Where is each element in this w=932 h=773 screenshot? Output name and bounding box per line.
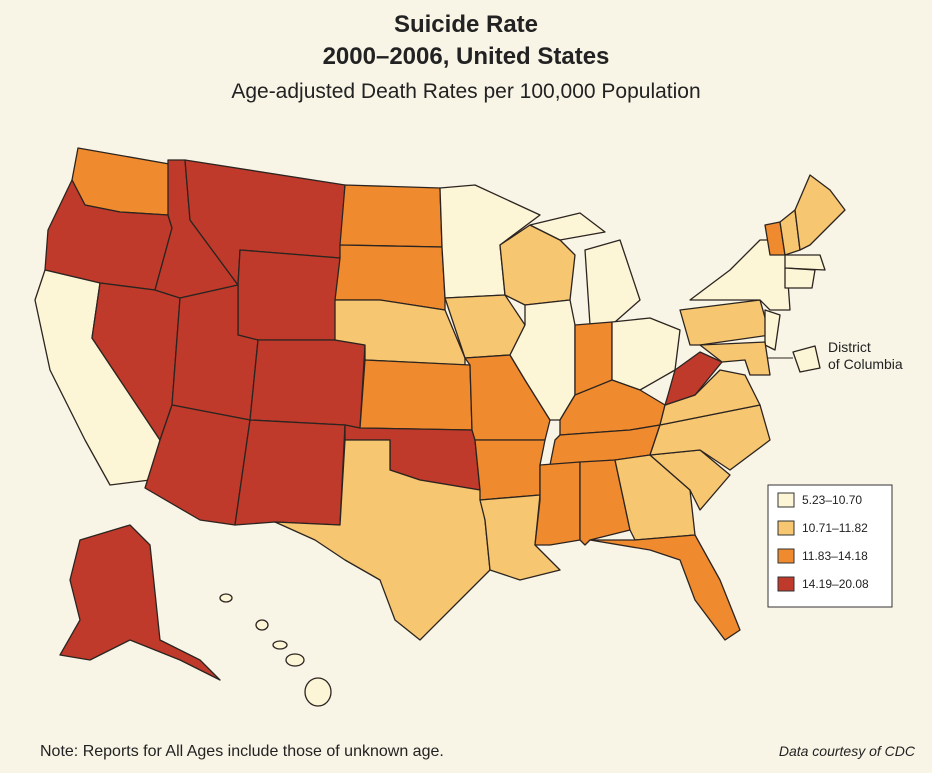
state [534, 461, 581, 546]
state [219, 593, 233, 603]
legend-swatch [777, 520, 795, 536]
state [474, 439, 546, 501]
state [304, 677, 332, 707]
legend-label: 14.19–20.08 [802, 577, 869, 591]
state [784, 267, 816, 289]
state [699, 341, 771, 376]
state [794, 174, 846, 251]
legend-swatch [777, 548, 795, 564]
state [584, 239, 641, 326]
legend: 5.23–10.70 10.71–11.82 11.83–14.18 14.19–20… [767, 484, 893, 608]
legend-swatch [777, 576, 795, 592]
state [234, 419, 346, 526]
state [792, 345, 821, 373]
title-line-2: 2000–2006, United States [323, 43, 610, 70]
state [509, 299, 576, 421]
title: Suicide Rate [394, 11, 538, 38]
legend-label: 11.83–14.18 [802, 549, 868, 563]
legend-swatch [777, 492, 795, 508]
state [664, 351, 723, 406]
state [529, 212, 606, 241]
state [59, 524, 221, 681]
state [285, 653, 305, 667]
credit: Data courtesy of CDC [779, 743, 916, 759]
state [359, 359, 473, 431]
state [249, 339, 366, 429]
state [274, 439, 491, 641]
state [589, 534, 741, 641]
legend-label: 5.23–10.70 [802, 493, 862, 507]
state [272, 640, 288, 650]
state [784, 254, 826, 271]
state [679, 299, 771, 346]
dc-label: District of Columbia [828, 339, 903, 372]
state [255, 619, 269, 631]
states [34, 147, 846, 707]
legend-label: 10.71–11.82 [802, 521, 868, 535]
state [237, 249, 341, 341]
note: Note: Reports for All Ages include those… [40, 743, 444, 760]
state [339, 184, 443, 248]
state [764, 309, 781, 351]
subtitle: Age-adjusted Death Rates per 100,000 Pop… [231, 80, 700, 103]
